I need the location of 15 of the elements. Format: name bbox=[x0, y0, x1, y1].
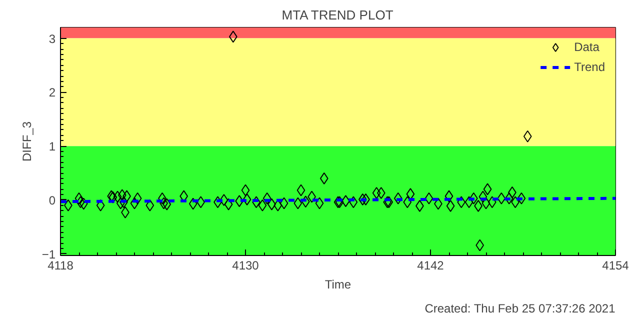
y-axis-title: DIFF_3 bbox=[20, 121, 34, 162]
legend-label: Data bbox=[574, 40, 600, 54]
y-tick-label: 0 bbox=[48, 193, 56, 208]
legend-label: Trend bbox=[574, 60, 605, 74]
x-tick-label: 4154 bbox=[602, 258, 630, 272]
y-tick-label: 1 bbox=[48, 140, 56, 154]
y-tick-label: −1 bbox=[42, 247, 56, 262]
x-tick-label: 4142 bbox=[417, 258, 444, 272]
x-tick-label: 4118 bbox=[48, 258, 74, 272]
text: Created: Thu Feb 25 07:37:26 2021 bbox=[424, 302, 616, 316]
x-tick-label: 4130 bbox=[232, 258, 260, 272]
y-tick-label: 3 bbox=[48, 32, 56, 46]
chart-title: MTA TREND PLOT bbox=[282, 8, 394, 22]
y-tick-label: 2 bbox=[48, 86, 56, 100]
x-axis-title: Time bbox=[324, 278, 352, 292]
